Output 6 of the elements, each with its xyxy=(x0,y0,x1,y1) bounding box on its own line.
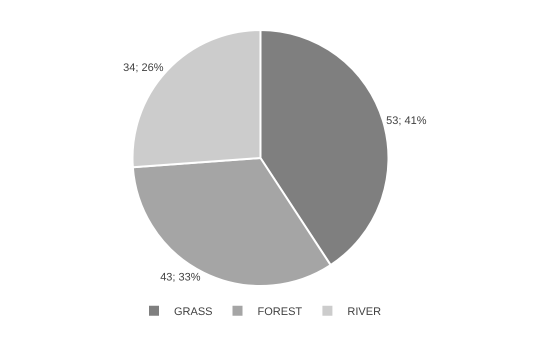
legend-label: FOREST xyxy=(258,306,302,318)
legend-label: RIVER xyxy=(347,306,382,318)
data-label: 34; 26% xyxy=(123,62,164,74)
legend-label: GRASS xyxy=(174,306,213,318)
data-label: 53; 41% xyxy=(386,114,427,127)
data-label: 43; 33% xyxy=(160,272,201,284)
